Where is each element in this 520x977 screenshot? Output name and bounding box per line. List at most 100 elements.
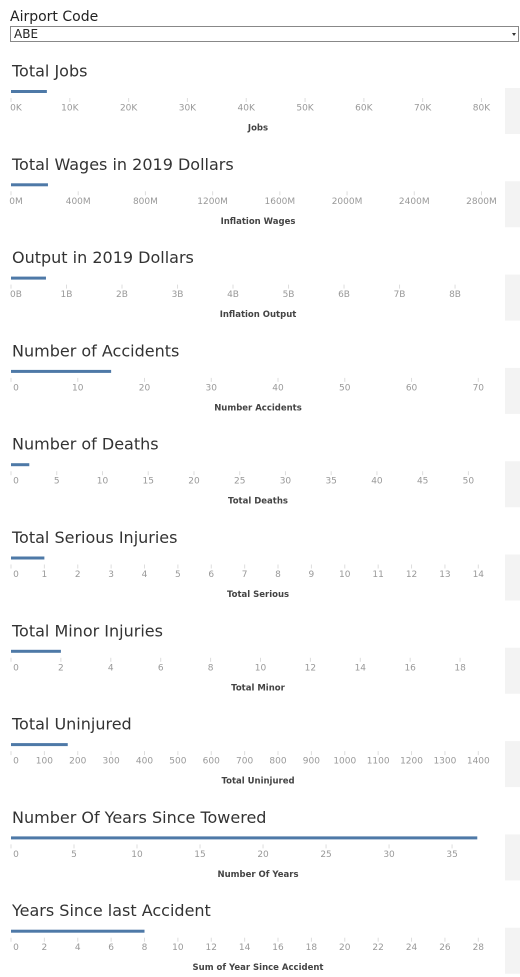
x-tick-label: 10: [339, 570, 351, 580]
x-axis-label: Number Of Years: [217, 870, 298, 880]
x-tick-label: 3B: [172, 290, 184, 300]
x-tick-label: 28: [473, 943, 485, 953]
x-tick-label: 12: [206, 943, 217, 953]
x-tick-label: 11: [372, 570, 383, 580]
x-tick-label: 50: [339, 383, 351, 393]
x-tick-label: 1200M: [197, 197, 228, 207]
x-tick-label: 5: [54, 477, 60, 487]
x-tick-label: 10: [172, 943, 184, 953]
chart-title: Total Jobs: [11, 62, 87, 81]
side-strip: [505, 741, 520, 788]
dropdown[interactable]: [10, 26, 519, 42]
chart-title: Total Uninjured: [11, 715, 132, 734]
x-tick-label: 15: [142, 477, 153, 487]
side-strip: [505, 367, 520, 414]
chart-title: Total Minor Injuries: [11, 621, 163, 640]
side-strip: [505, 927, 520, 974]
x-tick-label: 30K: [179, 104, 197, 114]
x-tick-label: 16: [272, 943, 284, 953]
bar: [11, 649, 61, 653]
x-tick-label: 14: [473, 570, 485, 580]
x-tick-label: 800: [269, 757, 286, 767]
x-axis-label: Total Deaths: [228, 497, 288, 507]
x-tick-label: 8B: [449, 290, 461, 300]
x-tick-label: 20K: [120, 104, 138, 114]
x-axis-label: Total Uninjured: [221, 777, 294, 787]
x-tick-label: 35: [325, 477, 336, 487]
x-tick-label: 15: [194, 850, 205, 860]
x-tick-label: 0: [13, 570, 19, 580]
x-tick-label: 300: [103, 757, 120, 767]
x-tick-label: 400: [136, 757, 153, 767]
bar: [11, 276, 46, 280]
x-tick-label: 1B: [61, 290, 73, 300]
x-axis-label: Sum of Year Since Accident: [193, 963, 324, 973]
x-tick-label: 0: [13, 663, 19, 673]
x-tick-label: 22: [372, 943, 383, 953]
x-tick-label: 1200: [400, 757, 423, 767]
x-tick-label: 16: [404, 663, 416, 673]
x-tick-label: 20: [139, 383, 151, 393]
x-tick-label: 2000M: [332, 197, 363, 207]
x-tick-label: 80K: [473, 104, 491, 114]
x-tick-label: 4: [108, 663, 114, 673]
side-strip: [505, 181, 520, 228]
x-tick-label: 20: [339, 943, 351, 953]
x-tick-label: 1: [42, 570, 48, 580]
x-tick-label: 0: [13, 383, 19, 393]
x-tick-label: 200: [69, 757, 86, 767]
x-tick-label: 700: [236, 757, 253, 767]
side-strip: [505, 88, 520, 134]
x-tick-label: 6: [208, 570, 214, 580]
dropdown-value[interactable]: ABE: [14, 27, 38, 41]
x-tick-label: 45: [417, 477, 428, 487]
side-strip: [505, 554, 520, 601]
x-tick-label: 40K: [238, 104, 256, 114]
chart-title: Years Since last Accident: [11, 901, 211, 920]
x-tick-label: 9: [309, 570, 315, 580]
bar: [11, 90, 47, 93]
x-tick-label: 4: [75, 943, 81, 953]
x-tick-label: 100: [36, 757, 53, 767]
x-tick-label: 12: [406, 570, 417, 580]
x-axis-label: Inflation Wages: [221, 217, 296, 227]
x-tick-label: 10: [97, 477, 109, 487]
x-tick-label: 6: [158, 663, 164, 673]
x-tick-label: 10K: [61, 104, 79, 114]
bar: [11, 836, 478, 840]
bar: [11, 556, 45, 560]
x-tick-label: 6B: [338, 290, 350, 300]
x-tick-label: 10: [72, 383, 84, 393]
x-tick-label: 1000: [333, 757, 356, 767]
bar: [11, 369, 112, 373]
x-tick-label: 13: [439, 570, 450, 580]
x-tick-label: 25: [320, 850, 331, 860]
x-tick-label: 35: [446, 850, 457, 860]
x-tick-label: 30: [206, 383, 218, 393]
x-tick-label: 5: [71, 850, 77, 860]
x-tick-label: 900: [303, 757, 320, 767]
dropdown-arrow[interactable]: [512, 33, 516, 36]
x-tick-label: 0: [13, 757, 19, 767]
x-tick-label: 0: [13, 477, 19, 487]
x-tick-label: 800M: [133, 197, 158, 207]
x-tick-label: 3: [108, 570, 114, 580]
x-tick-label: 600: [203, 757, 220, 767]
x-tick-label: 25: [234, 477, 245, 487]
x-tick-label: 2: [58, 663, 64, 673]
x-axis-label: Inflation Output: [220, 310, 297, 320]
chart-title: Number Of Years Since Towered: [12, 808, 266, 827]
x-tick-label: 7: [242, 570, 248, 580]
x-tick-label: 1300: [433, 757, 456, 767]
x-tick-label: 4B: [227, 290, 239, 300]
x-tick-label: 12: [305, 663, 316, 673]
chart-title: Number of Accidents: [12, 341, 179, 360]
x-tick-label: 40: [371, 477, 383, 487]
x-tick-label: 0M: [9, 197, 23, 207]
x-tick-label: 2: [42, 943, 48, 953]
x-tick-label: 70: [473, 383, 485, 393]
x-tick-label: 24: [406, 943, 418, 953]
chart-title: Number of Deaths: [12, 435, 159, 454]
x-tick-label: 1600M: [265, 197, 296, 207]
